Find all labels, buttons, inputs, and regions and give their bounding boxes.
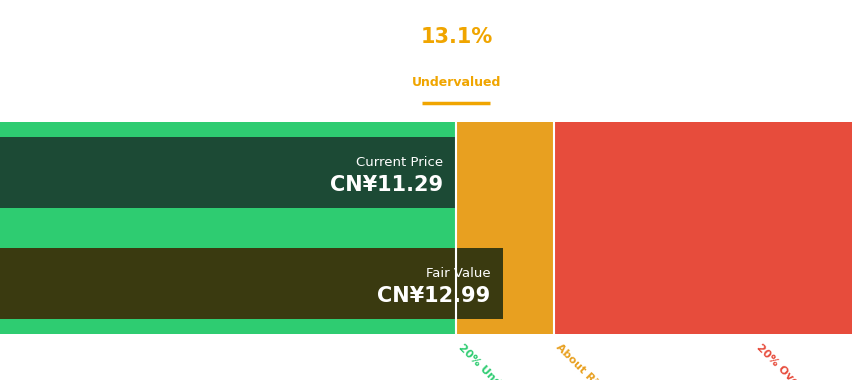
Text: CN¥12.99: CN¥12.99	[377, 287, 490, 306]
Text: 13.1%: 13.1%	[420, 27, 492, 47]
Text: CN¥11.29: CN¥11.29	[330, 175, 443, 195]
Text: Fair Value: Fair Value	[425, 267, 490, 280]
Text: About Right: About Right	[554, 342, 613, 380]
Text: Current Price: Current Price	[356, 156, 443, 169]
Bar	[0, 122, 456, 334]
Bar	[0, 248, 503, 319]
Text: 20% Overvalued: 20% Overvalued	[754, 342, 833, 380]
Bar	[0, 137, 456, 208]
Bar	[456, 122, 554, 334]
Bar	[554, 122, 852, 334]
Text: 20% Undervalued: 20% Undervalued	[456, 342, 540, 380]
Text: Undervalued: Undervalued	[412, 76, 500, 89]
